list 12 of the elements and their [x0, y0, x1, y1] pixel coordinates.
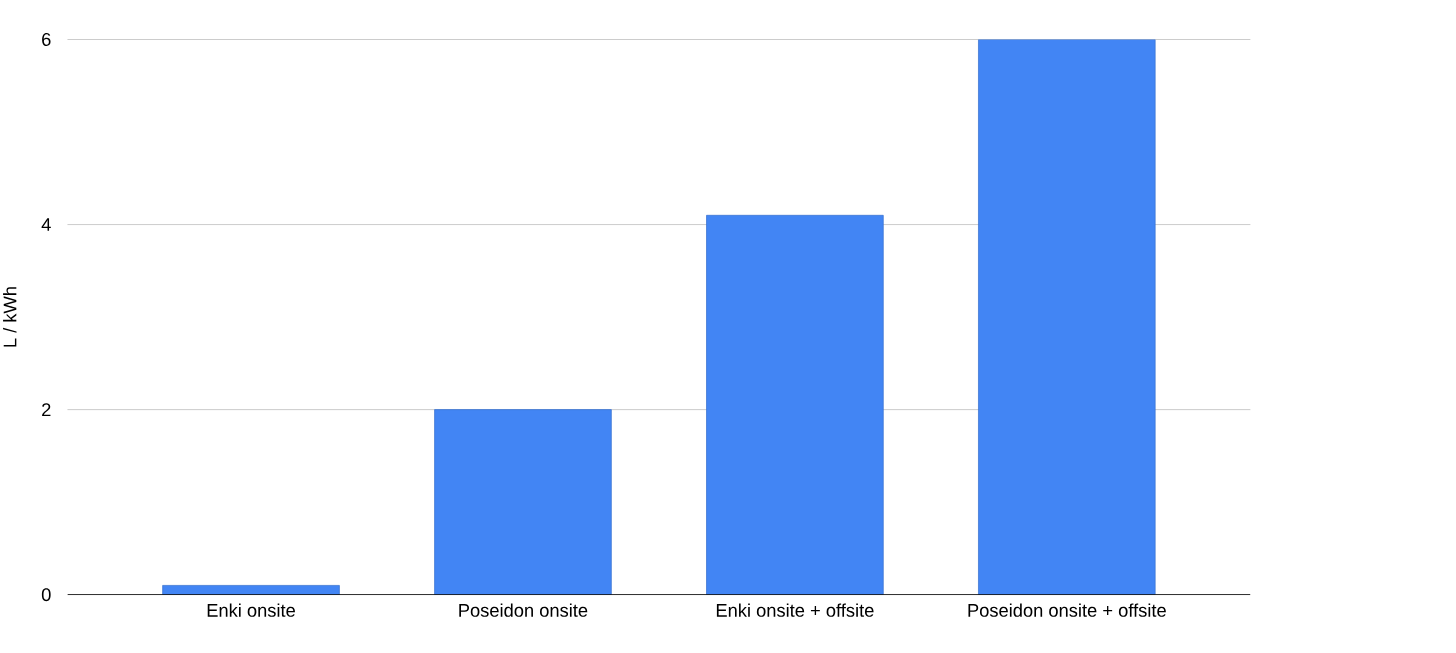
- x-tick-label: Poseidon onsite: [459, 603, 588, 618]
- y-tick-label: 2: [42, 403, 51, 417]
- bar: [434, 409, 612, 595]
- y-axis-title: L / kWh: [3, 287, 17, 347]
- x-tick-label: Poseidon onsite + offsite: [968, 603, 1166, 618]
- bar: [706, 215, 884, 595]
- x-tick-label: Enki onsite: [207, 603, 295, 618]
- bar: [978, 39, 1156, 595]
- y-tick-label: 4: [41, 218, 51, 232]
- y-tick-label: 0: [41, 588, 51, 602]
- y-tick-label: 6: [42, 33, 51, 47]
- x-tick-label: Enki onsite + offsite: [716, 603, 874, 618]
